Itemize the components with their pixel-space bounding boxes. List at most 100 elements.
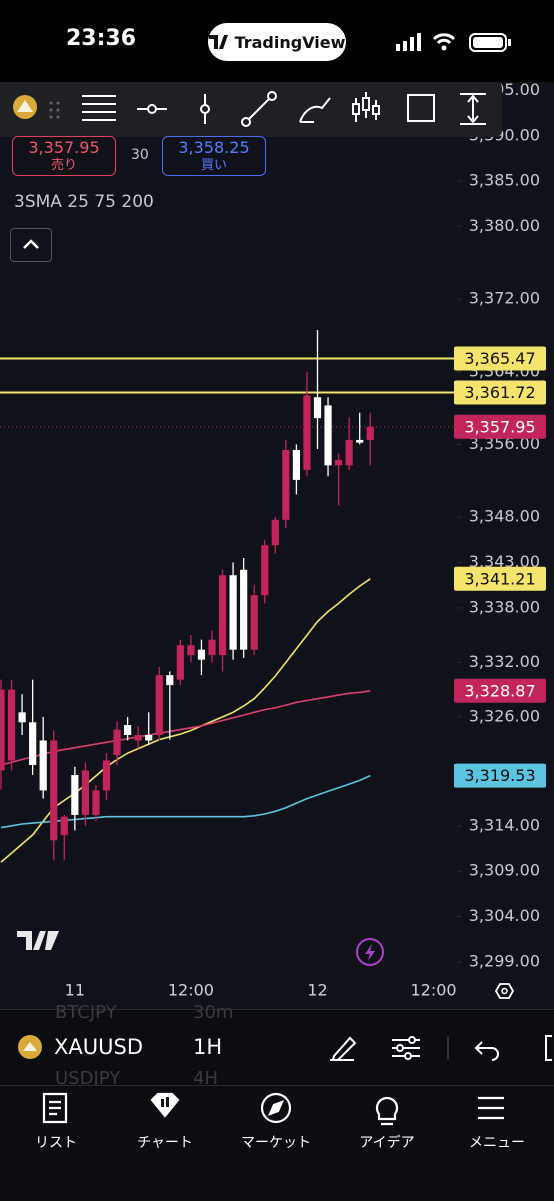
y-tick-label: 3,380.00 xyxy=(469,216,540,235)
y-tick-label: 3,332.00 xyxy=(469,652,540,671)
candle-body xyxy=(81,770,89,815)
candle-body xyxy=(218,575,227,656)
price-label: 3,341.21 xyxy=(464,569,535,588)
nav-icons xyxy=(42,1092,504,1126)
price-label-box xyxy=(454,346,546,371)
drawing-toolbar xyxy=(0,82,502,137)
candle-body xyxy=(29,722,37,765)
candle-body xyxy=(282,449,290,520)
candle-body xyxy=(50,740,58,841)
nav-item[interactable]: チャート xyxy=(137,1135,193,1151)
y-tick-label: 3,309.00 xyxy=(469,861,540,880)
candle-body xyxy=(113,729,121,756)
price-label-box xyxy=(454,678,546,703)
x-tick-label: 12:00 xyxy=(168,981,214,1000)
settings-icon xyxy=(494,983,515,999)
candle-body xyxy=(366,426,374,440)
price-label-box xyxy=(454,763,546,788)
price-label-box xyxy=(454,414,546,439)
interval[interactable]: 1H xyxy=(193,1035,223,1059)
nav-item[interactable]: リスト xyxy=(35,1135,77,1151)
sell-button[interactable]: 3,357.95 売り xyxy=(12,136,116,176)
watermark-logo xyxy=(17,931,59,950)
price-label-box xyxy=(454,380,546,405)
alert-icon xyxy=(365,944,375,961)
settings-dot xyxy=(501,987,508,995)
candle-body xyxy=(356,439,364,443)
candle-body xyxy=(155,675,163,736)
sma-line xyxy=(0,578,371,863)
collapse-button[interactable] xyxy=(10,228,52,262)
candle-body xyxy=(345,439,353,466)
ghost-interval: 4H xyxy=(193,1068,218,1089)
candle-body xyxy=(71,774,79,815)
app-name: TradingView xyxy=(234,32,346,52)
app-logo xyxy=(208,35,228,49)
y-tick-label: 3,314.00 xyxy=(469,815,540,834)
candle-body xyxy=(261,545,269,596)
ghost-symbol: USDJPY xyxy=(55,1068,121,1089)
chart: 3,395.003,390.003,385.003,380.003,372.00… xyxy=(0,79,554,1009)
spread: 30 xyxy=(131,147,149,163)
status-icons xyxy=(396,33,511,52)
toolbar-icons xyxy=(13,91,486,127)
candle-body xyxy=(187,645,195,656)
price-label: 3,365.47 xyxy=(464,349,535,368)
nav-item[interactable]: アイデア xyxy=(359,1135,415,1151)
price-label: 3,328.87 xyxy=(464,681,535,700)
price-label: 3,357.95 xyxy=(464,417,535,436)
buy-price: 3,358.25 xyxy=(178,138,250,157)
candle-body xyxy=(313,397,322,419)
candle-body xyxy=(250,595,258,650)
chart-background xyxy=(0,82,554,1009)
y-tick-label: 3,385.00 xyxy=(469,171,540,190)
sma-line xyxy=(0,690,371,766)
sell-price: 3,357.95 xyxy=(28,138,100,157)
candle-body xyxy=(324,405,332,466)
candle-body xyxy=(271,519,279,546)
y-tick-label: 3,343.00 xyxy=(469,552,540,571)
candle-body xyxy=(60,816,68,835)
candle-body xyxy=(229,575,237,650)
symbol-icon xyxy=(18,1035,42,1059)
app-pill[interactable]: TradingView xyxy=(208,23,346,61)
candle-body xyxy=(0,689,5,771)
x-tick-label: 12:00 xyxy=(410,981,456,1000)
candle-body xyxy=(102,760,111,791)
symbol[interactable]: XAUUSD xyxy=(54,1035,143,1059)
candle-body xyxy=(335,459,343,466)
candle-body xyxy=(166,675,174,686)
x-tick-label: 11 xyxy=(65,981,85,1000)
chevron-icon xyxy=(23,239,39,249)
y-tick-label: 3,372.00 xyxy=(469,289,540,308)
y-tick-label: 3,338.00 xyxy=(469,597,540,616)
candle-body xyxy=(176,645,184,680)
candle-body xyxy=(124,725,132,736)
price-label-box xyxy=(454,566,546,591)
nav-item[interactable]: マーケット xyxy=(241,1135,311,1151)
sell-label: 売り xyxy=(50,158,77,173)
candle-body xyxy=(303,395,311,470)
price-label: 3,319.53 xyxy=(464,766,535,785)
candle-body xyxy=(197,649,206,660)
nav-item[interactable]: メニュー xyxy=(469,1135,525,1151)
y-tick-label: 3,348.00 xyxy=(469,507,540,526)
ghost-symbol: BTCJPY xyxy=(55,1002,117,1023)
y-tick-label: 3,326.00 xyxy=(469,706,540,725)
candle-body xyxy=(39,740,47,791)
candle-body xyxy=(292,449,300,480)
candle-body xyxy=(134,735,142,741)
candle-body xyxy=(7,689,16,761)
y-tick-label: 3,304.00 xyxy=(469,906,540,925)
symbol-bar xyxy=(0,1009,554,1086)
buy-button[interactable]: 3,358.25 買い xyxy=(162,136,266,176)
y-tick-label: 3,299.00 xyxy=(469,952,540,971)
symbol-bar-icons xyxy=(330,1035,552,1061)
x-tick-label: 12 xyxy=(307,981,327,1000)
price-label: 3,361.72 xyxy=(464,383,535,402)
status-time: 23:36 xyxy=(66,26,137,51)
indicator-label: 3SMA 25 75 200 xyxy=(14,192,154,212)
ghost-interval: 30m xyxy=(193,1002,234,1023)
candle-body xyxy=(240,569,248,650)
